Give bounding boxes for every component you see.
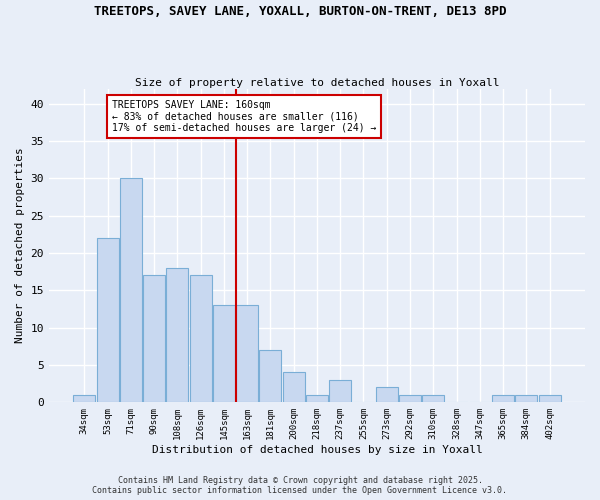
Text: TREETOPS, SAVEY LANE, YOXALL, BURTON-ON-TRENT, DE13 8PD: TREETOPS, SAVEY LANE, YOXALL, BURTON-ON-… — [94, 5, 506, 18]
Bar — [213, 306, 235, 402]
Bar — [73, 395, 95, 402]
Bar — [399, 395, 421, 402]
Bar — [515, 395, 538, 402]
Bar — [376, 388, 398, 402]
Bar — [236, 306, 258, 402]
Text: Contains HM Land Registry data © Crown copyright and database right 2025.
Contai: Contains HM Land Registry data © Crown c… — [92, 476, 508, 495]
Text: TREETOPS SAVEY LANE: 160sqm
← 83% of detached houses are smaller (116)
17% of se: TREETOPS SAVEY LANE: 160sqm ← 83% of det… — [112, 100, 377, 133]
Bar — [492, 395, 514, 402]
Bar — [539, 395, 560, 402]
Bar — [259, 350, 281, 403]
Bar — [143, 276, 165, 402]
Bar — [306, 395, 328, 402]
Bar — [166, 268, 188, 402]
Title: Size of property relative to detached houses in Yoxall: Size of property relative to detached ho… — [135, 78, 499, 88]
Y-axis label: Number of detached properties: Number of detached properties — [15, 148, 25, 344]
Bar — [422, 395, 445, 402]
Bar — [190, 276, 212, 402]
Bar — [329, 380, 351, 402]
Bar — [283, 372, 305, 402]
Bar — [120, 178, 142, 402]
Bar — [97, 238, 119, 402]
X-axis label: Distribution of detached houses by size in Yoxall: Distribution of detached houses by size … — [152, 445, 482, 455]
